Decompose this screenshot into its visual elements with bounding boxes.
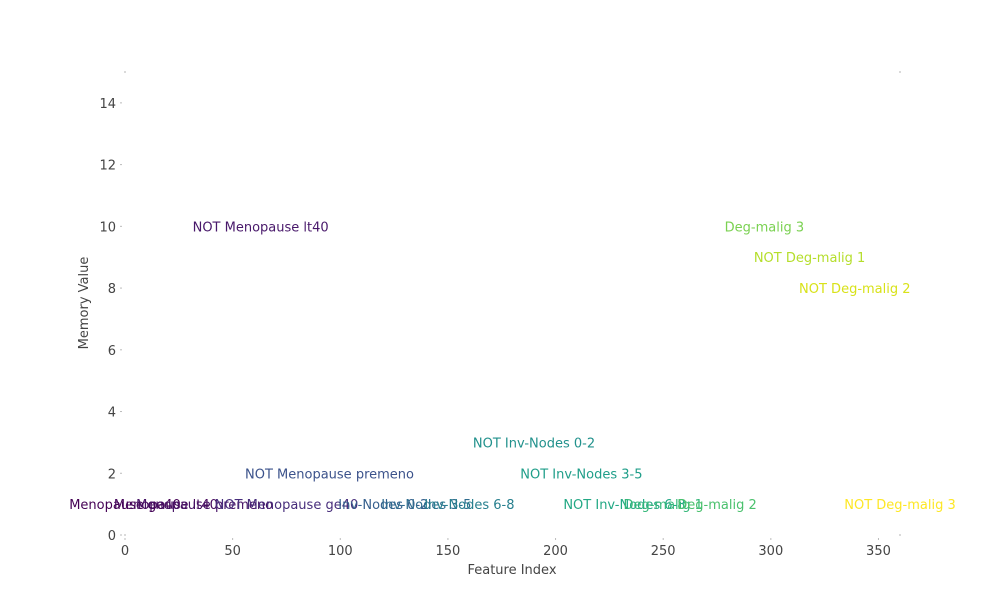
y-tick-label: 12 bbox=[99, 159, 116, 174]
x-tick-label: 150 bbox=[436, 544, 461, 559]
point-label: Inv-Nodes 0-2 bbox=[338, 498, 428, 513]
point-label: NOT Menopause premeno bbox=[245, 467, 414, 482]
point-label: Inv-Nodes 6-8 bbox=[424, 498, 514, 513]
point-label: NOT Deg-malig 3 bbox=[844, 498, 956, 513]
point-label: NOT Menopause ge40 bbox=[215, 498, 359, 513]
point-label: NOT Deg-malig 2 bbox=[799, 282, 911, 297]
x-tick-label: 350 bbox=[866, 544, 891, 559]
plot-corner-marker bbox=[124, 534, 126, 536]
point-label: Deg-malig 3 bbox=[725, 220, 804, 235]
plot-corner-marker bbox=[124, 71, 126, 73]
x-tick-label: 0 bbox=[121, 544, 129, 559]
point-label: Deg-malig 1 bbox=[623, 498, 702, 513]
point-label: NOT Inv-Nodes 3-5 bbox=[520, 467, 642, 482]
point-label: Inv-Nodes 3-5 bbox=[381, 498, 471, 513]
y-tick-label: 10 bbox=[99, 220, 116, 235]
x-tick-label: 200 bbox=[543, 544, 568, 559]
point-label: NOT Deg-malig 1 bbox=[754, 251, 866, 266]
y-tick-label: 4 bbox=[108, 406, 116, 421]
y-tick-label: 2 bbox=[108, 467, 116, 482]
point-label: NOT Inv-Nodes 0-2 bbox=[473, 436, 595, 451]
point-label: Menopause premeno bbox=[136, 498, 273, 513]
plot-corner-marker bbox=[899, 71, 901, 73]
point-label: Deg-malig 2 bbox=[677, 498, 756, 513]
point-label: NOT Menopause lt40 bbox=[193, 220, 329, 235]
point-label: Menopause lt40 bbox=[114, 498, 218, 513]
point-label: Menopause ge40 bbox=[69, 498, 181, 513]
x-tick-label: 100 bbox=[328, 544, 353, 559]
y-tick-label: 8 bbox=[108, 282, 116, 297]
y-tick-label: 6 bbox=[108, 344, 116, 359]
y-tick-label: 0 bbox=[108, 529, 116, 544]
y-axis-title: Memory Value bbox=[77, 257, 92, 350]
point-label: NOT Inv-Nodes 6-8 bbox=[563, 498, 685, 513]
y-axis-ticks: 0 2 4 6 8 10 12 14 bbox=[99, 97, 122, 544]
x-tick-label: 300 bbox=[758, 544, 783, 559]
x-tick-label: 50 bbox=[224, 544, 241, 559]
plot-corner-marker bbox=[899, 534, 901, 536]
x-axis-title: Feature Index bbox=[467, 563, 556, 578]
x-axis-ticks: 0 50 100 150 200 250 300 350 bbox=[121, 538, 891, 559]
y-tick-label: 14 bbox=[99, 97, 116, 112]
x-tick-label: 250 bbox=[651, 544, 676, 559]
